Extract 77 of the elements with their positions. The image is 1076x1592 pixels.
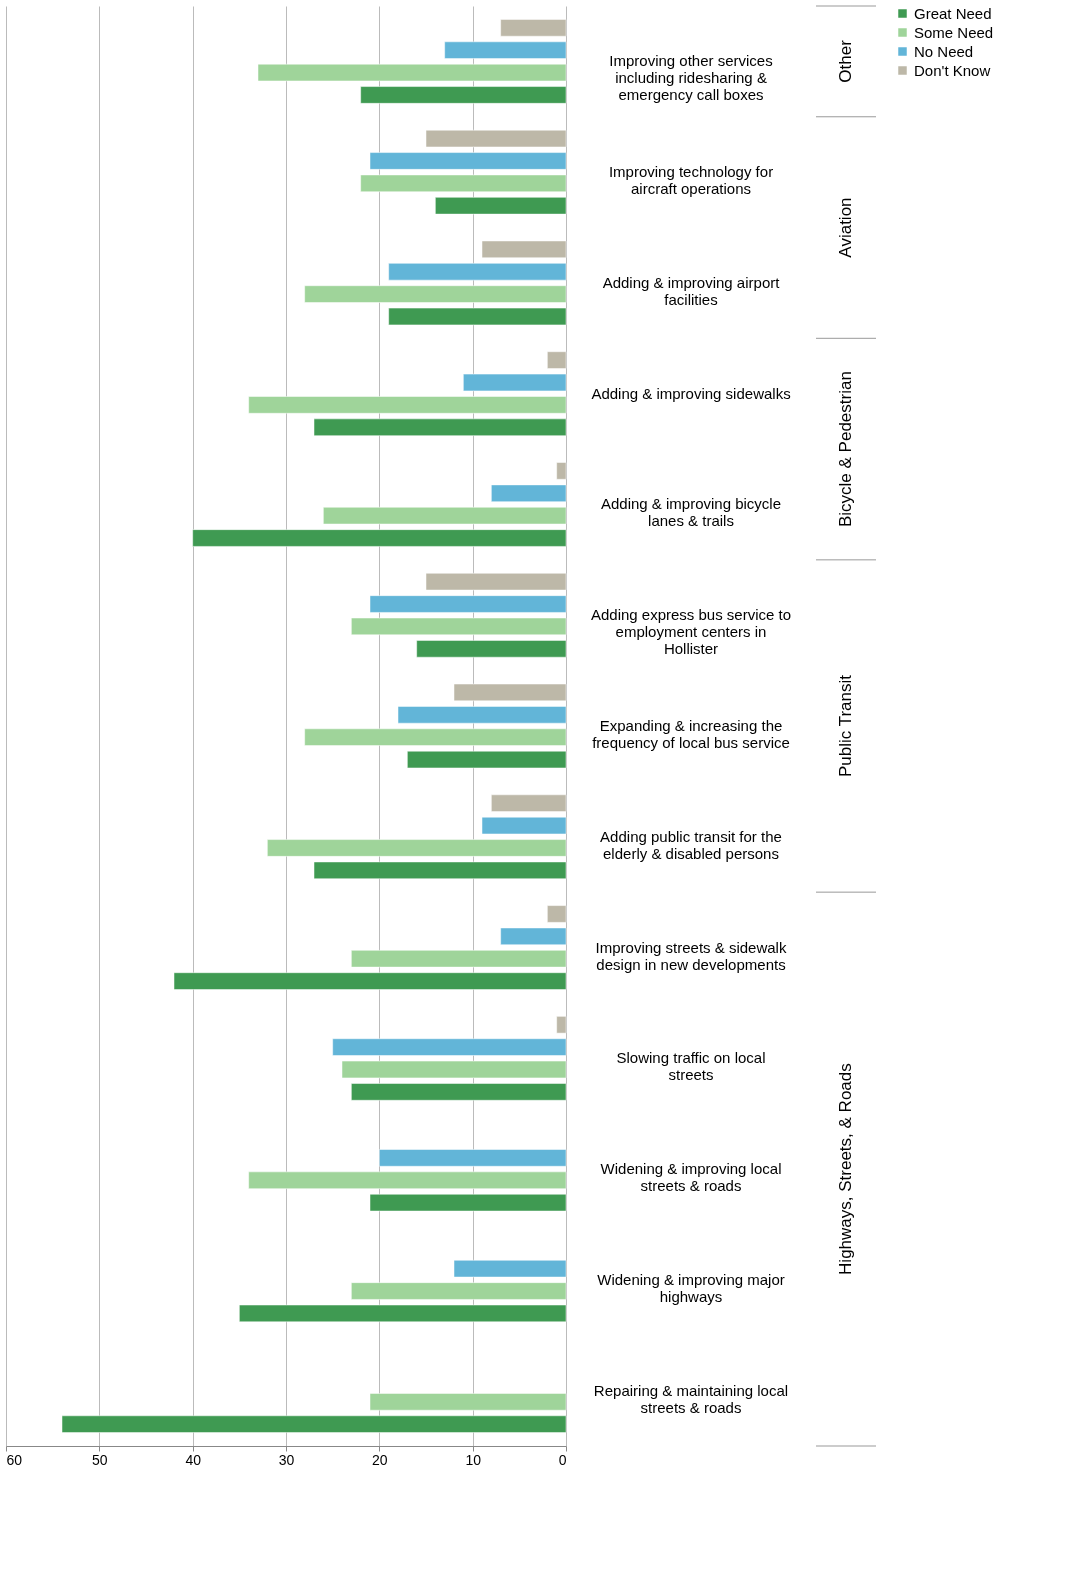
y-tick-label: Adding & improving sidewalks	[591, 384, 791, 402]
x-tick-label: 60	[6, 1451, 23, 1468]
y-tick-label: Improving other services including ridesharing & emergency call boxes	[609, 52, 773, 104]
bar	[61, 1415, 567, 1433]
bar	[304, 285, 567, 303]
bar	[556, 462, 567, 480]
bar	[369, 1393, 567, 1411]
bar	[351, 617, 567, 636]
y-tick-label: Widening & improving local streets & roads	[600, 1160, 782, 1195]
y-tick-label: Widening & improving major highways	[597, 1270, 785, 1305]
text: Highways, Streets, & Roads	[836, 1063, 855, 1275]
bar	[547, 905, 567, 923]
bar	[351, 1083, 567, 1101]
bar	[500, 19, 567, 37]
bar	[407, 750, 567, 769]
bar	[491, 484, 567, 502]
bar	[481, 240, 567, 258]
bar	[397, 706, 567, 724]
bar	[435, 197, 567, 215]
bar	[351, 950, 567, 968]
bar	[444, 41, 567, 59]
bar	[369, 1194, 567, 1212]
bar	[332, 1038, 567, 1056]
y-tick-label: Expanding & increasing the frequency of local bus service	[592, 717, 790, 751]
y-tick-label: Improving technology for aircraft operations	[608, 163, 774, 198]
y-tick-label: Adding express bus service to employment centers in Hollister	[590, 606, 792, 658]
y-tick-label: Improving streets & sidewalk design in new developments	[595, 938, 787, 973]
bar	[351, 1282, 567, 1300]
y-tick-label: Adding & improving bicycle lanes & trails	[600, 495, 782, 530]
y-tick-label: Adding public transit for the elderly & disabled persons	[600, 827, 782, 862]
text: Aviation	[836, 197, 855, 258]
bar	[453, 683, 567, 702]
x-tick-label: 30	[278, 1451, 295, 1468]
bar	[248, 1171, 567, 1189]
text: Other	[836, 39, 855, 83]
bar	[481, 816, 567, 835]
x-tick-label: 10	[465, 1451, 482, 1468]
text: Bicycle & Pedestrian	[836, 371, 855, 528]
bar	[556, 1016, 567, 1034]
bar	[463, 373, 567, 392]
bar	[453, 1260, 567, 1278]
x-tick-label: 0	[558, 1451, 567, 1468]
bar	[379, 1149, 567, 1167]
bar	[192, 529, 567, 547]
bar	[547, 351, 567, 369]
bar	[248, 396, 567, 414]
bar	[425, 573, 567, 591]
legend-label: No Need	[914, 42, 974, 60]
bar	[425, 129, 567, 148]
bar	[304, 728, 567, 746]
bar	[388, 307, 567, 326]
text: Public Transit	[836, 674, 855, 778]
bar	[369, 152, 567, 170]
bar	[313, 418, 567, 436]
bar	[323, 507, 567, 525]
bar	[239, 1304, 567, 1323]
bar	[360, 86, 567, 104]
bar	[173, 972, 567, 990]
legend-label: Some Need	[914, 23, 994, 41]
legend-label: Don't Know	[914, 61, 991, 79]
bar	[416, 640, 567, 658]
x-tick-label: 50	[92, 1451, 108, 1468]
x-tick-label: 20	[372, 1451, 388, 1468]
y-tick-label: Adding & improving airport facilities	[602, 273, 781, 308]
bar	[313, 861, 567, 879]
x-tick-label: 40	[185, 1451, 202, 1468]
bar	[360, 174, 567, 192]
bar	[491, 794, 567, 812]
bar	[388, 263, 567, 281]
bar	[267, 839, 567, 857]
y-tick-label: Slowing traffic on local streets	[616, 1049, 766, 1084]
bar	[369, 595, 567, 613]
legend-label: Great Need	[914, 4, 992, 22]
bar	[257, 63, 567, 82]
y-tick-label: Repairing & maintaining local streets & roads	[593, 1381, 789, 1416]
bar	[341, 1060, 567, 1079]
bar	[500, 927, 567, 945]
